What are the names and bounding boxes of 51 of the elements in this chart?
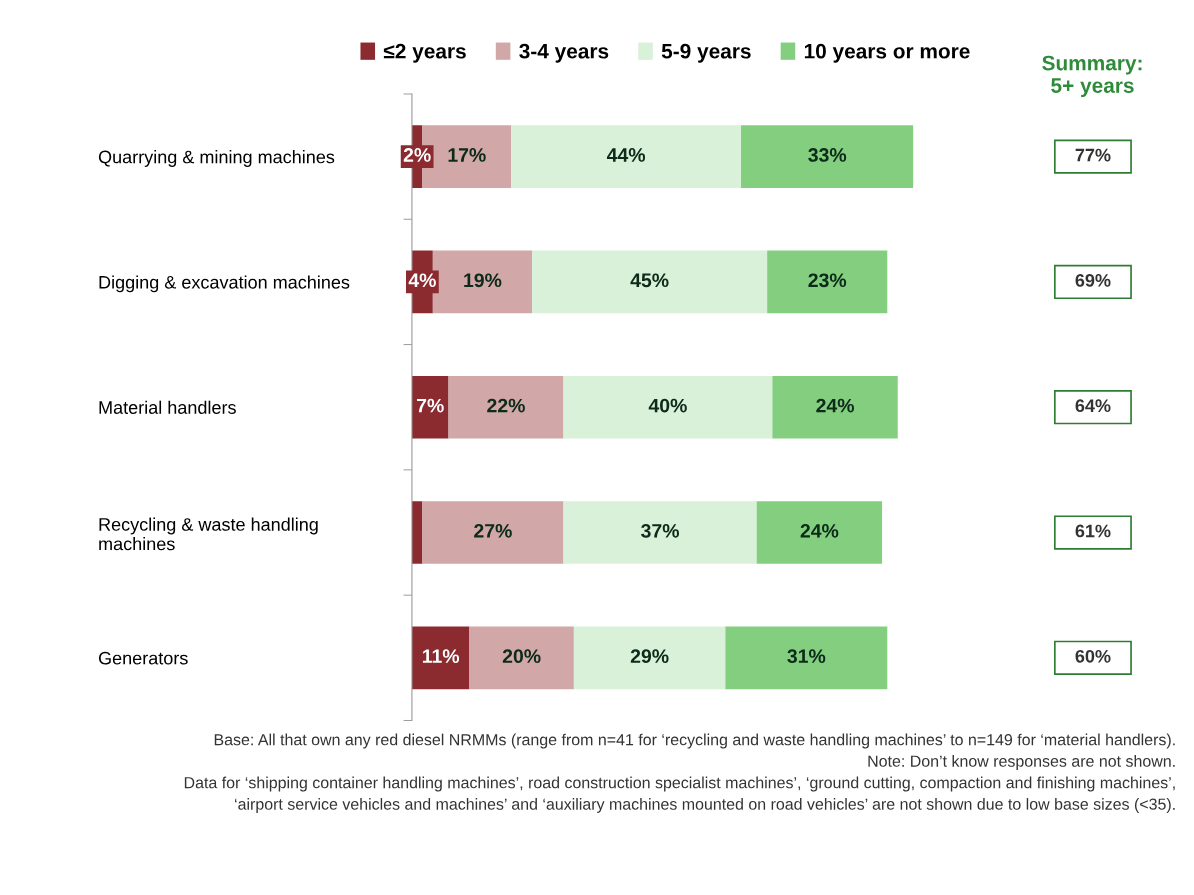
text: 61% [1075, 524, 1111, 538]
data-label: 24% [816, 398, 854, 413]
data-label: 40% [648, 398, 687, 413]
y-tick-label: Generators [98, 651, 188, 665]
bar [725, 626, 888, 690]
text: Base: All that own any red diesel NRMMs (range from n=41 for ‘recycling and waste handling machines’ to n=149 for ‘material handlers). [214, 733, 1175, 749]
text: Note: Don’t know responses are not shown. [868, 755, 1175, 770]
legend-label: ≤2 years [383, 43, 466, 63]
legend-label: 5-9 years [661, 43, 751, 63]
text: 77% [1075, 148, 1111, 162]
data-label: 23% [808, 273, 847, 288]
y-tick-label: Digging & excavation machines [99, 275, 350, 293]
y-tick-label: Material handlers [99, 400, 236, 414]
data-label: 33% [808, 148, 847, 162]
text: Data for ‘shipping container handling machines’, road construction specialist machines’, ‘ground cutting, compaction and finishing machines’, [184, 776, 1175, 792]
y-tick-label: Recycling & waste handling machines [99, 517, 318, 551]
bar [756, 501, 883, 564]
data-label: 4% [408, 273, 436, 288]
data-label: 24% [800, 523, 839, 538]
data-label: 17% [448, 148, 486, 162]
bar [532, 250, 768, 314]
data-label: 11% [422, 649, 460, 664]
text: ‘airport service vehicles and machines’ and ‘auxiliary machines mounted on road vehicles’ are not shown due to low base sizes (<35). [235, 798, 1175, 813]
text: 69% [1075, 273, 1111, 287]
data-label: 22% [487, 398, 525, 413]
data-label: 45% [630, 273, 669, 288]
bar [422, 501, 564, 564]
bar [448, 375, 564, 439]
legend-label: 10 years or more [804, 43, 970, 63]
bar [469, 626, 574, 690]
bar [511, 125, 742, 188]
bar [772, 375, 898, 439]
bar [563, 501, 757, 564]
data-label: 2% [403, 148, 431, 162]
text: Summary: 5+ years [1042, 55, 1142, 98]
text: 64% [1075, 399, 1111, 413]
bar [573, 626, 726, 690]
data-label: 31% [787, 649, 826, 664]
data-label: 20% [502, 649, 541, 664]
bar [767, 250, 888, 314]
legend-label: 3-4 years [519, 43, 609, 63]
data-label: 37% [641, 523, 680, 538]
data-label: 19% [464, 273, 502, 288]
text: 60% [1075, 649, 1111, 663]
data-label: 44% [606, 148, 646, 162]
data-label: 29% [630, 649, 669, 664]
data-label: 27% [474, 523, 512, 538]
data-label: 7% [417, 398, 444, 413]
bar [741, 125, 914, 188]
y-tick-label: Quarrying & mining machines [98, 150, 335, 167]
bar [563, 375, 773, 439]
